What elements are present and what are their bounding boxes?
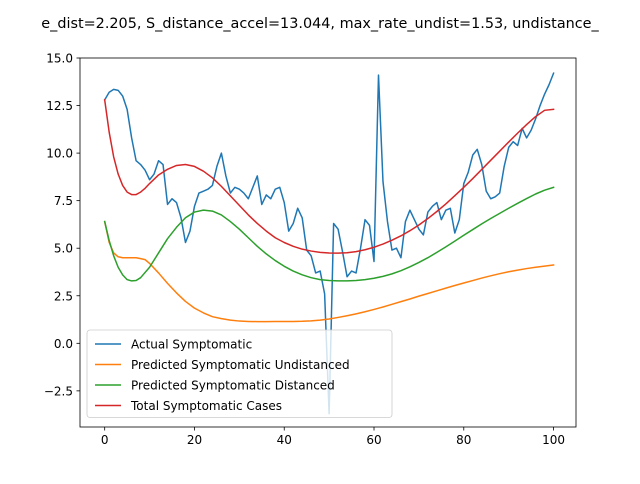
legend-label: Actual Symptomatic [131,338,252,352]
legend: Actual Symptomatic Predicted Symptomatic … [86,329,393,418]
y-tick-label: 12.5 [46,99,73,113]
y-tick-label: 10.0 [46,147,73,161]
series-line-4 [103,99,555,254]
series-line-2 [103,220,555,323]
x-tick-label: 60 [366,433,381,447]
x-tick-label: 100 [542,433,565,447]
legend-label: Predicted Symptomatic Distanced [131,379,335,393]
axes: 0 20 40 60 80 100 −2.5 0.0 2.5 5.0 7.5 10.0 12.5 15.0 [44,52,577,447]
x-tick-label: 80 [456,433,471,447]
y-tick-label: 5.0 [54,242,73,256]
y-tick-label: 0.0 [54,337,73,351]
y-tick-label: 15.0 [46,52,73,66]
y-tick-label: −2.5 [44,384,73,398]
legend-label: Total Symptomatic Cases [130,399,282,413]
legend-box [86,329,393,418]
x-tick-label: 0 [101,433,109,447]
chart-title: e_dist=2.205, S_distance_accel=13.044, m… [41,16,599,32]
x-tick-label: 40 [277,433,292,447]
y-tick-label: 2.5 [54,289,73,303]
axes-frame [79,57,577,428]
y-tick-label: 7.5 [54,194,73,208]
legend-label: Predicted Symptomatic Undistanced [131,358,350,372]
series-line-3 [103,186,555,282]
x-tick-label: 20 [187,433,202,447]
